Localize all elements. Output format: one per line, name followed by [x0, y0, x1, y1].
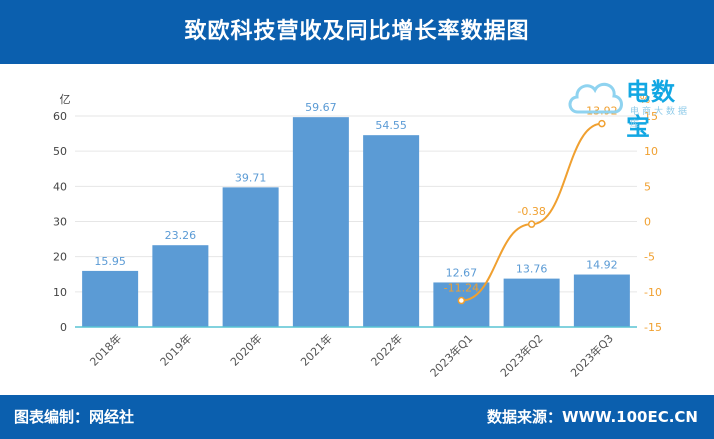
brand-logo: 电数宝 电商大数据库 — [564, 70, 694, 141]
right-tick-label: -5 — [644, 251, 655, 264]
x-tick-label: 2023年Q1 — [427, 331, 476, 380]
left-tick-label: 0 — [60, 321, 67, 334]
footer-bar: 图表编制：网经社 数据来源：WWW.100EC.CN — [0, 395, 714, 439]
bar — [363, 135, 420, 327]
bar — [152, 245, 209, 327]
cloud-icon — [568, 82, 623, 114]
growth-value-label: -0.38 — [517, 205, 545, 218]
x-tick-label: 2023年Q2 — [497, 331, 546, 380]
bar-value-label: 15.95 — [94, 255, 126, 268]
bar-value-label: 39.71 — [235, 171, 267, 184]
growth-point — [457, 296, 466, 305]
bar — [503, 278, 560, 327]
bar-value-label: 13.76 — [516, 263, 548, 276]
bar — [82, 270, 139, 327]
growth-point — [527, 220, 536, 228]
header-bar: 致欧科技营收及同比增长率数据图 — [0, 0, 714, 64]
x-tick-label: 2023年Q3 — [567, 331, 616, 380]
footer-source: 数据来源：WWW.100EC.CN — [487, 408, 698, 426]
left-tick-label: 50 — [53, 145, 67, 158]
right-tick-label: -10 — [644, 286, 662, 299]
page-title: 致欧科技营收及同比增长率数据图 — [184, 19, 530, 44]
x-tick-label: 2021年 — [298, 331, 335, 368]
brand-name: 电数宝 — [626, 78, 676, 141]
growth-point — [598, 119, 606, 128]
bar-value-label: 14.92 — [586, 259, 618, 272]
left-tick-label: 10 — [53, 286, 67, 299]
right-tick-label: -15 — [644, 321, 662, 334]
x-tick-label: 2019年 — [157, 331, 194, 368]
bar-value-label: 54.55 — [375, 119, 407, 132]
brand-subtitle: 电商大数据库 — [630, 107, 691, 130]
x-tick-label: 2022年 — [368, 331, 405, 368]
bar — [292, 117, 349, 328]
left-axis-unit: 亿 — [60, 93, 71, 106]
footer-editor: 图表编制：网经社 — [14, 408, 135, 426]
bar — [573, 274, 630, 327]
right-tick-label: 5 — [644, 180, 651, 193]
x-tick-label: 2020年 — [227, 331, 264, 368]
growth-value-label: -11.24 — [444, 282, 479, 295]
right-tick-label: 0 — [644, 216, 651, 229]
bar — [222, 187, 279, 327]
right-tick-label: 10 — [644, 145, 658, 158]
left-tick-label: 20 — [53, 251, 67, 264]
right-tick-label: 15 — [644, 110, 658, 123]
bar-value-label: 12.67 — [446, 266, 478, 279]
left-tick-label: 60 — [53, 110, 67, 123]
left-tick-label: 40 — [53, 180, 67, 193]
bar-value-label: 59.67 — [305, 101, 337, 114]
x-tick-label: 2018年 — [87, 331, 124, 368]
revenue-chart: 0 10 20 30 40 50 60 -15 -10 -5 0 5 10 15 亿 % 15.95 2018年 2… — [53, 93, 662, 380]
bar-value-label: 23.26 — [165, 229, 197, 242]
chart-area: 0 10 20 30 40 50 60 -15 -10 -5 0 5 10 15 亿% 15.95 2018年 2… — [0, 64, 714, 395]
right-axis-unit: % — [640, 93, 650, 106]
left-tick-label: 30 — [53, 216, 67, 229]
